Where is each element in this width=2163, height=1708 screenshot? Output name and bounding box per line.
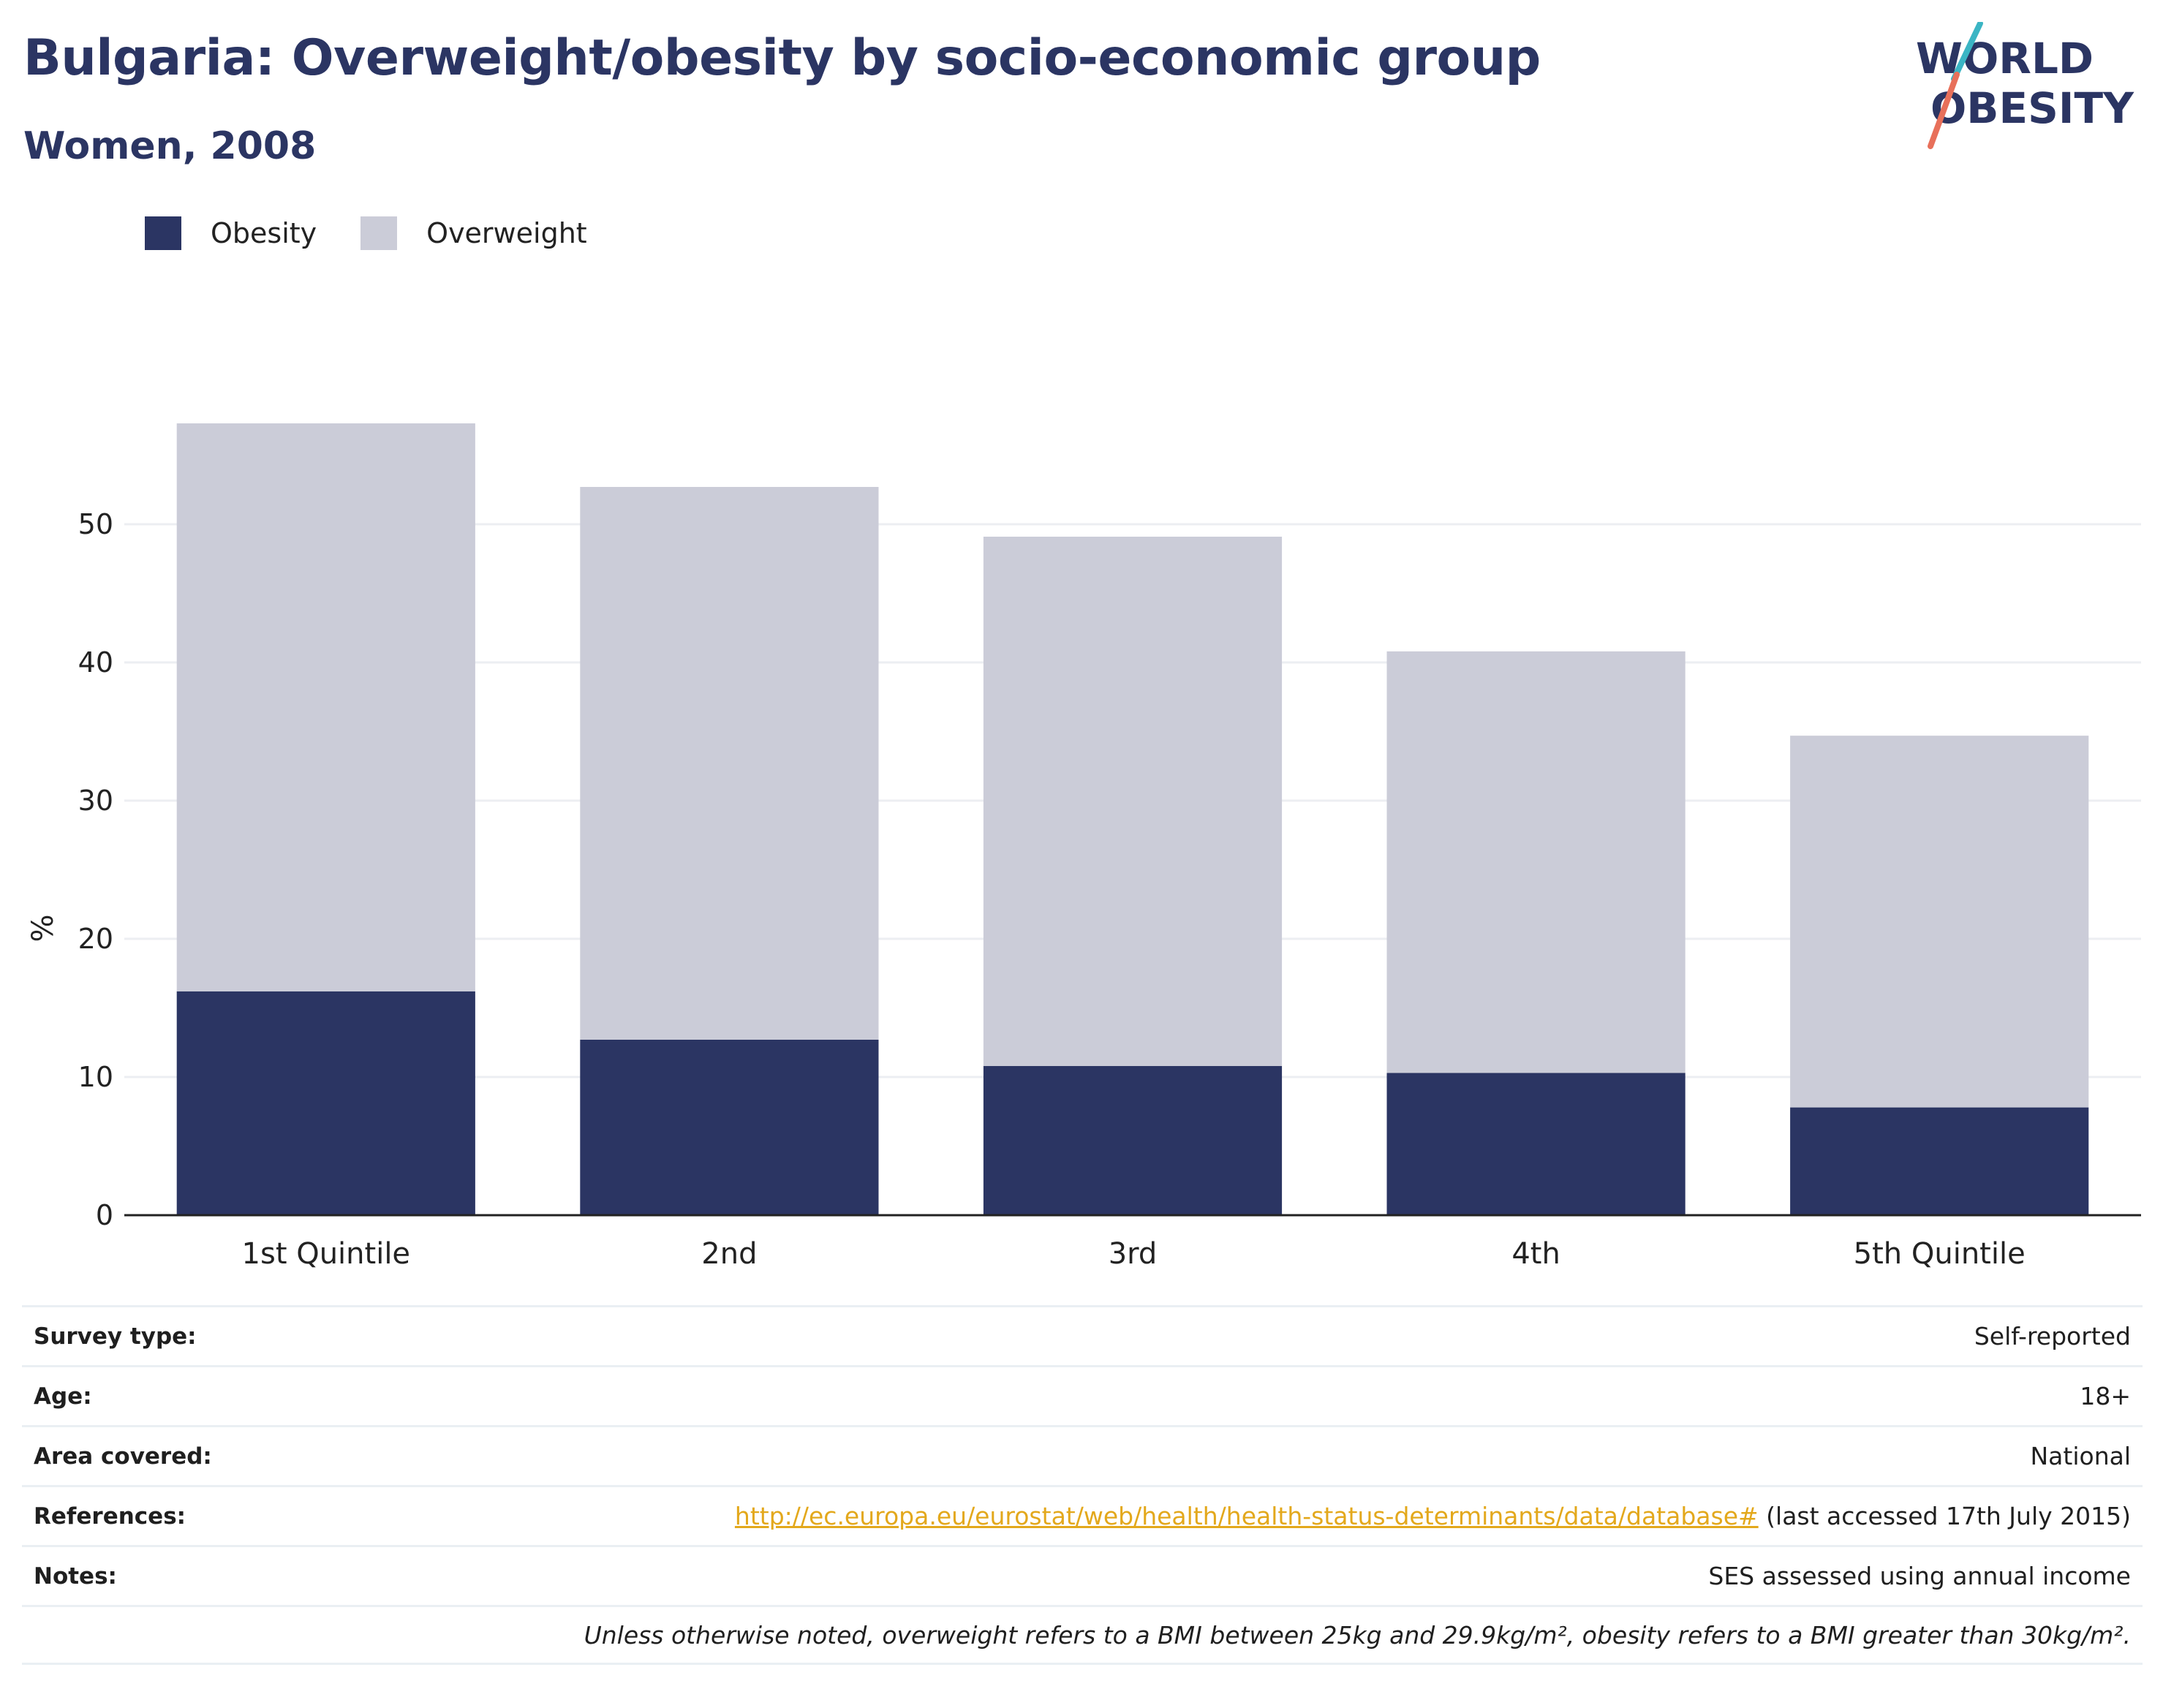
y-tick-label: 40 — [78, 646, 113, 679]
bar-overweight-3 — [983, 537, 1283, 1066]
info-row-area: Area covered: National — [22, 1425, 2143, 1485]
y-tick-label: 50 — [78, 508, 113, 540]
bar-chart: 0 10 20 30 40 50% 1st Quintile 2nd 3rd 4th 5th Qui… — [26, 423, 2141, 1271]
x-tick-label: 5th Quintile — [1854, 1237, 2026, 1271]
info-value: 18+ — [2080, 1382, 2131, 1410]
world-obesity-logo: WORLD OBESITY — [1916, 22, 2134, 149]
legend-item-obesity: Obesity — [145, 216, 317, 250]
info-table: Survey type: Self-reported Age: 18+ Area… — [22, 1305, 2143, 1665]
legend-label-obesity: Obesity — [211, 217, 317, 249]
chart-subtitle: Women, 2008 — [23, 124, 317, 168]
y-tick-label: 0 — [96, 1199, 113, 1231]
footnote: Unless otherwise noted, overweight refer… — [584, 1620, 2131, 1650]
x-tick-label: 1st Quintile — [242, 1237, 411, 1271]
info-key: Notes: — [34, 1562, 117, 1590]
y-axis-label: % — [26, 914, 60, 942]
reference-accessed: (last accessed 17th July 2015) — [1758, 1502, 2131, 1530]
info-value: http://ec.europa.eu/eurostat/web/health/… — [735, 1502, 2131, 1530]
bar-overweight-1 — [176, 423, 475, 991]
info-row-age: Age: 18+ — [22, 1365, 2143, 1425]
info-row-footnote: Unless otherwise noted, overweight refer… — [22, 1605, 2143, 1665]
logo-slash-coral — [1928, 72, 1960, 149]
legend-label-overweight: Overweight — [426, 217, 587, 249]
bar-obesity-2 — [580, 1039, 879, 1215]
legend-swatch-obesity — [145, 216, 181, 250]
info-value: SES assessed using annual income — [1708, 1562, 2131, 1590]
bar-overweight-2 — [580, 486, 879, 1040]
y-tick-label: 10 — [78, 1061, 113, 1093]
chart-title: Bulgaria: Overweight/obesity by socio-ec… — [23, 29, 1541, 87]
bar-overweight-5 — [1790, 736, 2089, 1108]
bar-obesity-1 — [176, 991, 475, 1215]
chart-legend: Obesity Overweight — [145, 216, 631, 250]
bar-obesity-3 — [983, 1065, 1283, 1215]
y-tick-label: 20 — [78, 923, 113, 955]
info-value: Self-reported — [1974, 1322, 2131, 1350]
bar-obesity-5 — [1790, 1107, 2089, 1215]
y-tick-label: 30 — [78, 785, 113, 817]
bar-obesity-4 — [1386, 1073, 1686, 1215]
info-row-references: References: http://ec.europa.eu/eurostat… — [22, 1485, 2143, 1545]
x-tick-label: 4th — [1511, 1237, 1560, 1271]
legend-item-overweight: Overweight — [360, 216, 587, 250]
info-key: Area covered: — [34, 1443, 212, 1470]
info-key: References: — [34, 1503, 186, 1530]
info-row-survey-type: Survey type: Self-reported — [22, 1305, 2143, 1365]
x-tick-label: 2nd — [701, 1237, 757, 1271]
logo-slash-teal — [1951, 22, 1983, 82]
bar-overweight-4 — [1386, 651, 1686, 1073]
x-tick-label: 3rd — [1109, 1237, 1158, 1271]
reference-link[interactable]: http://ec.europa.eu/eurostat/web/health/… — [734, 1502, 1759, 1530]
info-key: Survey type: — [34, 1323, 197, 1350]
logo-line1: WORLD — [1916, 34, 2094, 83]
info-key: Age: — [34, 1383, 92, 1410]
legend-swatch-overweight — [360, 216, 398, 250]
info-value: National — [2030, 1442, 2131, 1470]
logo-line2: OBESITY — [1930, 83, 2134, 133]
info-row-notes: Notes: SES assessed using annual income — [22, 1545, 2143, 1605]
